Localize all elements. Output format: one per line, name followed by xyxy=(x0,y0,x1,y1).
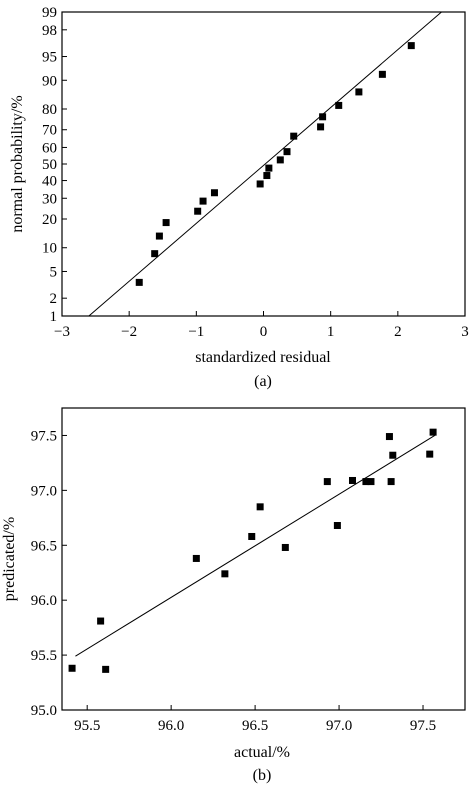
y-tick-label: 10 xyxy=(42,241,57,257)
x-tick-label: 1 xyxy=(327,324,335,340)
data-point xyxy=(362,478,370,486)
chart-b-y-axis-label: predicated/% xyxy=(1,517,18,601)
y-tick-label: 60 xyxy=(42,140,57,156)
chart-a-y-axis-label: normal probability/% xyxy=(9,95,26,232)
x-tick-label: −3 xyxy=(54,324,70,340)
data-point xyxy=(210,189,218,197)
data-point xyxy=(385,433,393,441)
data-point xyxy=(135,278,143,286)
y-tick-label: 80 xyxy=(42,102,57,118)
data-point xyxy=(335,101,343,109)
data-point xyxy=(283,148,291,156)
chart-b-plot-frame xyxy=(61,407,466,711)
data-point xyxy=(317,123,325,131)
x-tick-label: 96.0 xyxy=(158,718,184,734)
data-point xyxy=(429,428,437,436)
data-point xyxy=(323,478,331,486)
y-tick-label: 97.0 xyxy=(31,483,57,499)
y-tick-label: 50 xyxy=(42,157,57,173)
data-point xyxy=(333,522,341,530)
data-point xyxy=(426,450,434,458)
chart-b-points xyxy=(68,428,437,673)
x-tick-label: 95.5 xyxy=(74,718,100,734)
chart-b-x-axis-label: actual/% xyxy=(234,744,290,761)
data-point xyxy=(256,180,264,188)
data-point xyxy=(348,476,356,484)
data-point xyxy=(194,207,202,215)
x-tick-label: 97.0 xyxy=(326,718,352,734)
data-point xyxy=(221,570,229,578)
data-point xyxy=(276,156,284,164)
chart-a-x-axis-label: standardized residual xyxy=(195,349,331,366)
y-tick-label: 90 xyxy=(42,73,57,89)
x-tick-label: −2 xyxy=(121,324,137,340)
data-point xyxy=(248,532,256,540)
y-tick-label: 96.5 xyxy=(31,538,57,554)
x-tick-label: 3 xyxy=(461,324,469,340)
data-point xyxy=(281,543,289,551)
x-tick-label: −1 xyxy=(188,324,204,340)
data-point xyxy=(151,250,159,258)
data-point xyxy=(155,232,163,240)
x-tick-label: 0 xyxy=(260,324,268,340)
data-point xyxy=(378,70,386,78)
chart-b-fit-line xyxy=(75,435,436,657)
data-point xyxy=(102,665,110,673)
data-point xyxy=(68,664,76,672)
x-tick-label: 96.5 xyxy=(242,718,268,734)
y-tick-label: 99 xyxy=(42,5,57,21)
data-point xyxy=(263,172,271,180)
y-tick-label: 5 xyxy=(50,264,58,280)
data-point xyxy=(265,164,273,172)
chart-a-fit-line xyxy=(88,11,442,317)
chart-a-plot-frame xyxy=(61,11,466,317)
chart-b-actual-vs-predicted: 95.5 96.0 96.5 97.0 97.5 95.0 95.5 96.0 96.5 97.… xyxy=(1,407,466,784)
y-tick-label: 70 xyxy=(42,123,57,139)
chart-a-caption: (a) xyxy=(254,373,272,390)
chart-a-points xyxy=(135,42,415,286)
chart-b-x-ticks: 95.5 96.0 96.5 97.0 97.5 xyxy=(74,705,436,734)
data-point xyxy=(192,554,200,562)
data-point xyxy=(97,617,105,625)
y-tick-label: 1 xyxy=(50,309,58,325)
data-point xyxy=(256,503,264,511)
data-point xyxy=(290,132,298,140)
data-point xyxy=(162,219,170,227)
data-point xyxy=(367,478,375,486)
chart-b-y-ticks: 95.0 95.5 96.0 96.5 97.0 97.5 xyxy=(31,428,67,719)
data-point xyxy=(355,88,363,96)
data-point xyxy=(319,113,327,121)
chart-b-caption: (b) xyxy=(253,767,272,784)
y-tick-label: 40 xyxy=(42,174,57,190)
data-point xyxy=(387,478,395,486)
y-tick-label: 30 xyxy=(42,191,57,207)
x-tick-label: 97.5 xyxy=(410,718,436,734)
x-tick-label: 2 xyxy=(394,324,402,340)
y-tick-label: 20 xyxy=(42,212,57,228)
y-tick-label: 95 xyxy=(42,50,57,66)
data-point xyxy=(199,197,207,205)
y-tick-label: 98 xyxy=(42,23,57,39)
y-tick-label: 97.5 xyxy=(31,428,57,444)
chart-a-x-ticks: −3 −2 −1 0 1 2 3 xyxy=(54,311,469,340)
y-tick-label: 95.5 xyxy=(31,648,57,664)
y-tick-label: 96.0 xyxy=(31,593,57,609)
y-tick-label: 95.0 xyxy=(31,703,57,719)
data-point xyxy=(407,42,415,50)
y-tick-label: 2 xyxy=(50,291,58,307)
data-point xyxy=(389,451,397,459)
